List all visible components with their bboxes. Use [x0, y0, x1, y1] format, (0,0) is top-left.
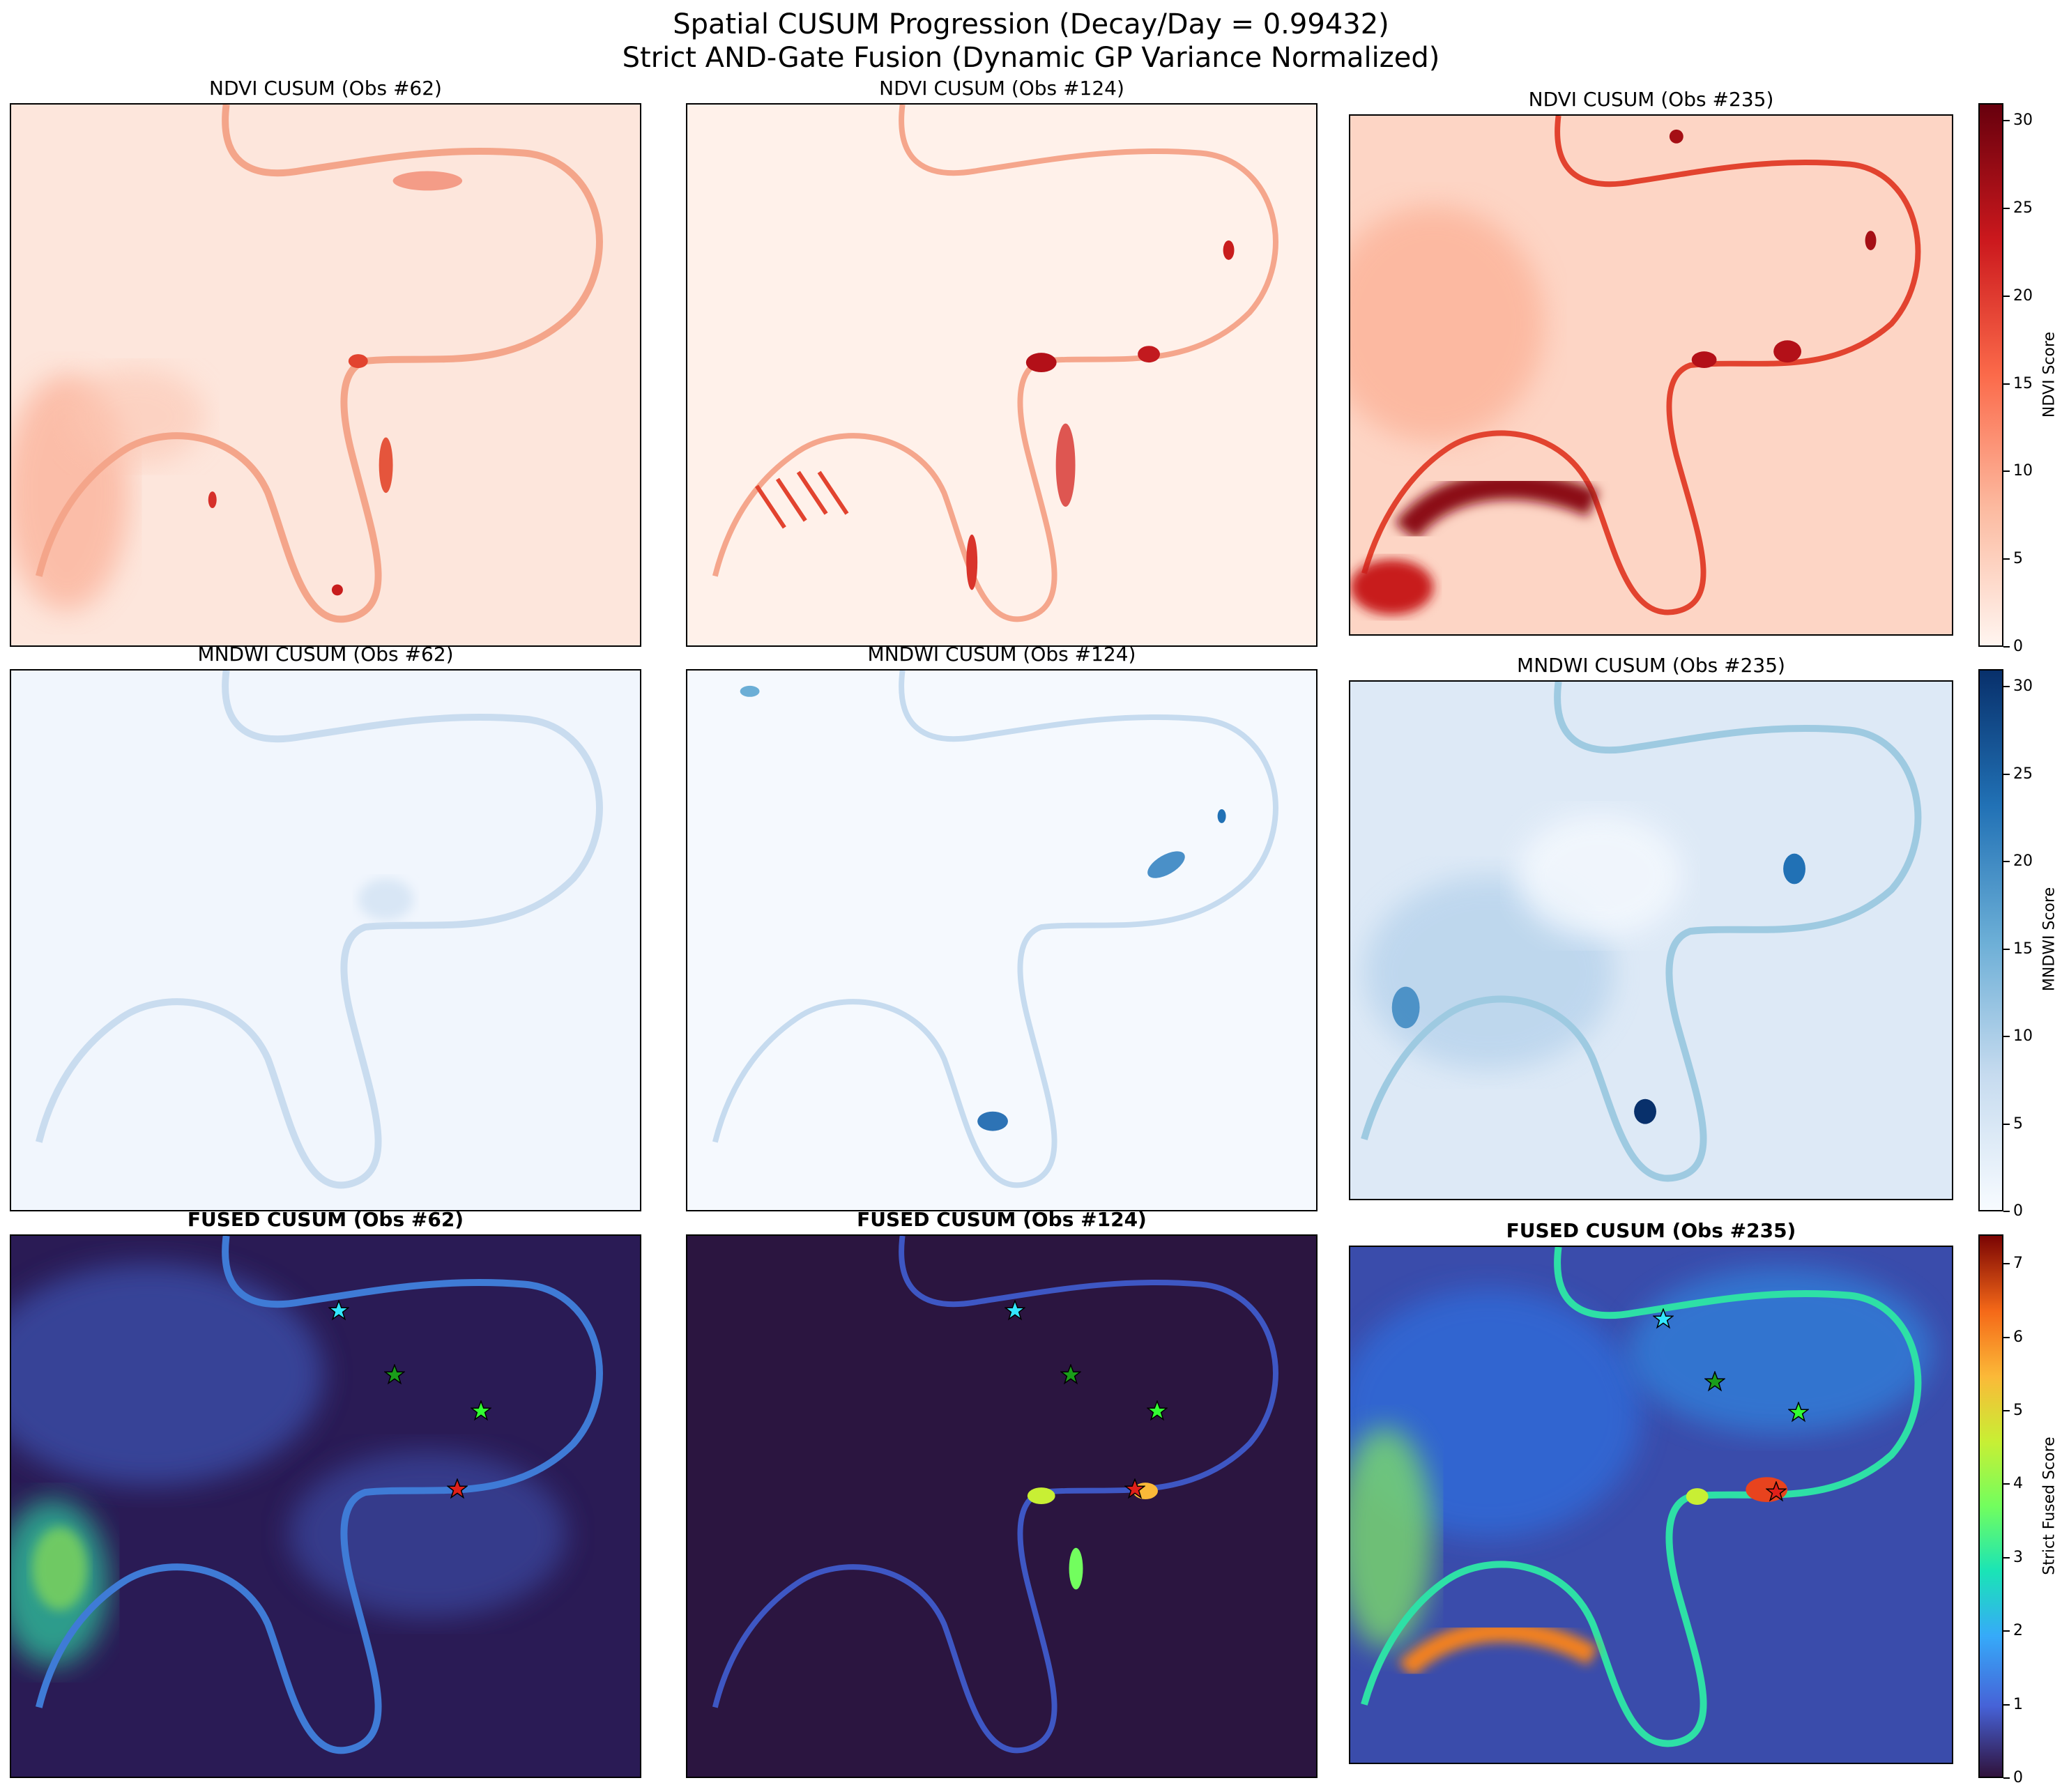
river-path [1361, 116, 1921, 615]
figure-title-line1: Spatial CUSUM Progression (Decay/Day = 0… [673, 8, 1389, 40]
colorbar-tick-mark [2003, 207, 2010, 209]
colorbar-tick-label: 6 [2013, 1328, 2023, 1346]
colorbar-tick-mark [2003, 383, 2010, 385]
colorbar-tick-mark [2003, 1703, 2010, 1706]
colorbar-tick-label: 20 [2013, 286, 2033, 305]
colorbar-tick-mark [2003, 948, 2010, 950]
colorbar-tick-label: 1 [2013, 1695, 2023, 1713]
heatmap-ndvi-124 [686, 103, 1318, 647]
panel-title-fused-124: FUSED CUSUM (Obs #124) [857, 1208, 1147, 1231]
panel-title-fused-62: FUSED CUSUM (Obs #62) [187, 1208, 464, 1231]
colorbar-tick-label: 30 [2013, 677, 2033, 696]
river-path [712, 105, 1278, 622]
green-star-marker [384, 1364, 405, 1385]
green-star-marker [1704, 1371, 1725, 1392]
colorbar-tick-mark [2003, 470, 2010, 473]
figure-title-line2: Strict AND-Gate Fusion (Dynamic GP Varia… [622, 42, 1440, 74]
colorbar-mndwi [1978, 669, 2003, 1211]
colorbar-tick-mark [2003, 1409, 2010, 1411]
river-path [35, 671, 603, 1189]
colorbar-label-ndvi: NDVI Score [2040, 331, 2059, 418]
colorbar-tick-label: 0 [2013, 1769, 2023, 1786]
colorbar-tick-label: 30 [2013, 112, 2033, 130]
colorbar-tick-label: 0 [2013, 1202, 2023, 1220]
river-path [712, 1236, 1278, 1754]
cyan-star-marker [328, 1300, 349, 1321]
colorbar-tick-label: 5 [2013, 1401, 2023, 1419]
river-path [712, 671, 1278, 1188]
colorbar-tick-label: 20 [2013, 852, 2033, 871]
colorbar-tick-mark [2003, 1483, 2010, 1485]
colorbar-tick-mark [2003, 646, 2010, 648]
heatmap-mndwi-124 [686, 669, 1318, 1211]
river-path [1361, 682, 1922, 1182]
colorbar-tick-mark [2003, 773, 2010, 775]
colorbar-fused [1978, 1234, 2003, 1778]
colorbar-tick-mark [2003, 1211, 2010, 1212]
red-star-marker [1124, 1478, 1145, 1499]
colorbar-tick-mark [2003, 1336, 2010, 1338]
colorbar-tick-mark [2003, 1036, 2010, 1038]
heatmap-ndvi-235 [1349, 114, 1953, 636]
colorbar-label-mndwi: MNDWI Score [2040, 887, 2059, 992]
colorbar-tick-mark [2003, 295, 2010, 297]
colorbar-tick-label: 10 [2013, 462, 2033, 480]
panel-title-mndwi-235: MNDWI CUSUM (Obs #235) [1517, 654, 1785, 677]
colorbar-tick-label: 2 [2013, 1622, 2023, 1640]
heatmap-mndwi-235 [1349, 680, 1953, 1200]
panel-title-fused-235: FUSED CUSUM (Obs #235) [1506, 1219, 1796, 1242]
colorbar-tick-label: 15 [2013, 374, 2033, 392]
panel-title-ndvi-62: NDVI CUSUM (Obs #62) [209, 77, 442, 100]
lime-star-marker [1788, 1402, 1809, 1423]
colorbar-tick-mark [2003, 1630, 2010, 1632]
colorbar-tick-mark [2003, 1556, 2010, 1559]
heatmap-fused-124 [686, 1234, 1318, 1778]
colorbar-label-fused: Strict Fused Score [2040, 1437, 2059, 1575]
colorbar-tick-label: 3 [2013, 1548, 2023, 1566]
heatmap-ndvi-62 [10, 103, 641, 647]
colorbar-tick-mark [2003, 861, 2010, 863]
red-star-marker [447, 1478, 468, 1499]
colorbar-tick-label: 25 [2013, 765, 2033, 783]
panel-title-ndvi-235: NDVI CUSUM (Obs #235) [1528, 88, 1774, 111]
red-star-marker [1766, 1481, 1787, 1502]
colorbar-tick-label: 4 [2013, 1475, 2023, 1493]
heatmap-mndwi-62 [10, 669, 641, 1211]
colorbar-tick-mark [2003, 120, 2010, 122]
cyan-star-marker [1005, 1300, 1025, 1321]
colorbar-tick-mark [2003, 686, 2010, 688]
river-path [35, 105, 603, 623]
lime-star-marker [1147, 1400, 1168, 1421]
colorbar-tick-label: 10 [2013, 1027, 2033, 1046]
colorbar-tick-label: 0 [2013, 638, 2023, 655]
colorbar-tick-mark [2003, 1263, 2010, 1265]
colorbar-tick-mark [2003, 558, 2010, 560]
colorbar-tick-mark [2003, 1123, 2010, 1125]
heatmap-fused-62 [10, 1234, 641, 1778]
colorbar-tick-label: 5 [2013, 1115, 2023, 1133]
panel-title-ndvi-124: NDVI CUSUM (Obs #124) [879, 77, 1124, 100]
river-path [35, 1236, 603, 1754]
colorbar-tick-mark [2003, 1777, 2010, 1779]
colorbar-tick-label: 7 [2013, 1255, 2023, 1273]
colorbar-ndvi [1978, 103, 2003, 647]
cyan-star-marker [1653, 1308, 1674, 1329]
green-star-marker [1060, 1364, 1081, 1385]
heatmap-fused-235 [1349, 1246, 1953, 1764]
colorbar-tick-label: 5 [2013, 550, 2023, 568]
river-path [1361, 1247, 1922, 1747]
colorbar-tick-label: 25 [2013, 199, 2033, 217]
lime-star-marker [471, 1400, 491, 1421]
colorbar-tick-label: 15 [2013, 940, 2033, 958]
